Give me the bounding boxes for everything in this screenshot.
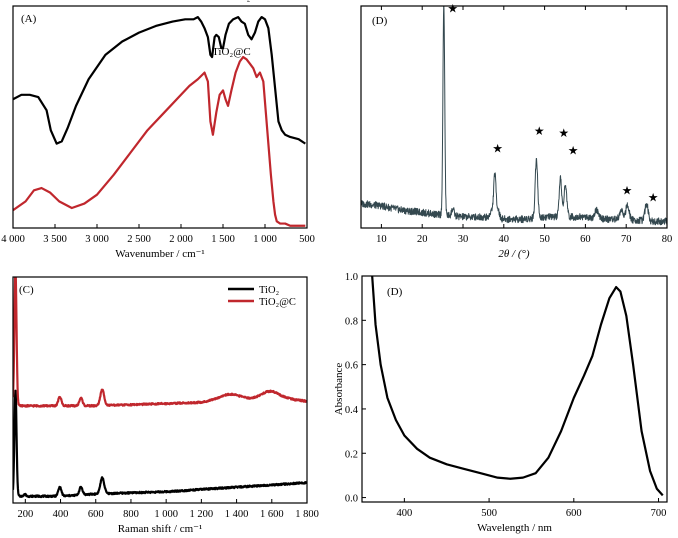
panel-c-legend-label: TiO₂@C <box>259 297 296 308</box>
panel-c-x-tick-label: 1 800 <box>295 509 319 520</box>
panel-b-peak-star-marker: ★ <box>648 190 659 204</box>
panel-a-label: (A) <box>21 13 37 25</box>
panel-c-series-line-tio2 <box>13 389 307 499</box>
panel-d-x-axis-title: Wavelength / nm <box>477 522 552 534</box>
panel-a-series-annotation: TiO₂ <box>229 0 250 2</box>
panel-b-peak-star-marker: ★ <box>558 126 569 140</box>
panel-b-peak-star-marker: ★ <box>534 124 545 138</box>
panel-c-legend-label: TiO₂ <box>259 285 280 296</box>
panel-d-absorbance-curve <box>371 276 664 497</box>
panel-c-x-tick-label: 200 <box>17 509 33 520</box>
panel-b-plot-frame <box>360 5 668 229</box>
panel-b-peak-star-marker: ★ <box>622 184 633 198</box>
panel-c-plot-frame <box>12 276 308 504</box>
panel-a-x-tick-label: 1 000 <box>253 234 277 245</box>
panel-a-x-tick-label: 3 500 <box>43 234 67 245</box>
panel-b-x-tick-label: 50 <box>539 234 550 245</box>
panel-c-label: (C) <box>19 284 34 296</box>
panel-d-x-tick-label: 700 <box>651 508 667 519</box>
panel-a-ftir-chart: 4 000 3 500 3 000 2 500 2 000 1 500 1 000 500 Wa… <box>1 0 315 260</box>
panel-b-x-tick-label: 70 <box>621 234 632 245</box>
panel-c-x-tick-label: 1 000 <box>154 509 178 520</box>
panel-d-y-tick-label: 0.2 <box>345 449 358 460</box>
panel-b-peak-star-marker: ★ <box>447 2 458 16</box>
panel-b-x-tick-label: 10 <box>376 234 387 245</box>
panel-a-x-tick-label: 500 <box>299 234 315 245</box>
panel-d-y-tick-label: 0.6 <box>345 361 358 372</box>
panel-d-x-tick-label: 600 <box>566 508 582 519</box>
panel-c-x-tick-label: 1 200 <box>190 509 214 520</box>
panel-d-y-tick-label: 1.0 <box>345 272 358 283</box>
panel-d-y-axis-title: Absorbance <box>333 363 345 416</box>
panel-b-xrd-chart: ★ ★ ★ ★ ★ ★ ★ 10 20 30 40 50 60 70 80 2θ / (°) (D) <box>360 2 673 260</box>
panel-d-label: (D) <box>387 286 403 298</box>
panel-c-x-tick-label: 1 400 <box>225 509 249 520</box>
panel-d-series-group <box>371 276 664 497</box>
panel-c-x-tick-label: 1 600 <box>260 509 284 520</box>
panel-b-series-group <box>361 6 667 226</box>
panel-a-series-line-tio2-c <box>13 55 306 227</box>
panel-b-x-tick-label: 30 <box>458 234 469 245</box>
panel-a-series-annotation: TiO₂@C <box>212 46 251 58</box>
panel-c-raman-chart: 200 400 600 800 1 000 1 200 1 400 1 600 1 800 Ram… <box>12 276 319 535</box>
panel-a-x-tick-label: 2 000 <box>169 234 193 245</box>
panel-a-x-tick-label: 4 000 <box>1 234 25 245</box>
panel-c-x-tick-label: 600 <box>88 509 104 520</box>
panel-a-x-tick-label: 1 500 <box>211 234 235 245</box>
panel-d-y-tick-label: 0.4 <box>345 405 359 416</box>
panel-b-xrd-pattern-line <box>361 6 667 226</box>
panel-d-plot-frame <box>361 275 668 503</box>
panel-b-label: (D) <box>372 15 388 27</box>
panel-c-series-line-tio2-c <box>13 277 307 408</box>
panel-a-x-axis-title: Wavenumber / cm⁻¹ <box>115 248 204 260</box>
panel-b-peak-star-marker: ★ <box>492 142 503 156</box>
panel-a-plot-frame <box>12 5 308 229</box>
panel-b-x-tick-label: 60 <box>580 234 591 245</box>
panel-a-series-group <box>13 16 306 227</box>
panel-d-y-tick-label: 0.8 <box>345 316 358 327</box>
panel-b-x-tick-label: 40 <box>499 234 510 245</box>
panel-b-x-axis-title: 2θ / (°) <box>498 248 530 260</box>
panel-d-y-tick-label: 0.0 <box>345 494 358 505</box>
panel-a-x-tick-label: 3 000 <box>85 234 109 245</box>
panel-b-x-tick-label: 80 <box>662 234 673 245</box>
panel-c-x-tick-label: 400 <box>53 509 69 520</box>
panel-c-x-tick-label: 800 <box>123 509 139 520</box>
panel-c-series-group <box>13 277 307 499</box>
panel-a-series-line-tio2 <box>13 16 306 145</box>
panel-c-x-axis-title: Raman shift / cm⁻¹ <box>118 523 203 535</box>
panel-b-x-tick-label: 20 <box>417 234 428 245</box>
panel-d-x-tick-label: 500 <box>481 508 497 519</box>
panel-d-uvvis-chart: 400 500 600 700 0.0 0.2 0.4 0.6 0.8 1.0 Wavelength… <box>333 272 668 534</box>
panel-b-peak-star-marker: ★ <box>568 144 579 158</box>
panel-a-x-tick-label: 2 500 <box>127 234 151 245</box>
panel-d-x-tick-label: 400 <box>396 508 412 519</box>
